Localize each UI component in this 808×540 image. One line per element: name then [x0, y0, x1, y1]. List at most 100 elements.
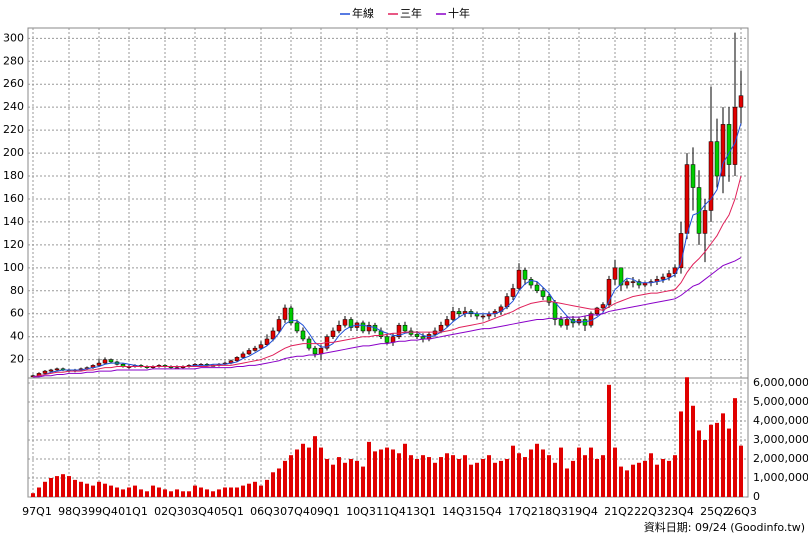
volume-bar [247, 483, 251, 497]
candle-body [252, 347, 258, 351]
volume-bar [493, 462, 497, 497]
volume-bar [463, 455, 467, 497]
volume-bar [421, 455, 425, 497]
candle-body [276, 319, 282, 332]
volume-bar [55, 476, 59, 497]
candle-body [564, 319, 570, 326]
volume-bar [253, 481, 257, 497]
x-tick-label: 19Q4 [568, 505, 598, 518]
y-tick-label: 20 [10, 353, 24, 366]
volume-bar [271, 472, 275, 497]
volume-bar [259, 485, 263, 497]
source-note: 資料日期: 09/24 (Goodinfo.tw) [644, 520, 805, 534]
candle-body [240, 353, 246, 358]
x-tick-label: 01Q1 [118, 505, 148, 518]
y-tick-label: 180 [3, 169, 24, 182]
volume-bar [619, 466, 623, 497]
x-tick-label: 21Q2 [604, 505, 634, 518]
volume-bar [379, 449, 383, 497]
volume-bar [535, 443, 539, 497]
candle-body [624, 281, 630, 286]
candle-body [42, 370, 48, 374]
volume-bar [523, 457, 527, 497]
legend-label: 三年 [400, 6, 422, 20]
volume-bar [601, 455, 605, 497]
y-tick-label: 280 [3, 54, 24, 67]
y-tick-label: 1,000,000 [753, 471, 808, 484]
y-tick-label: 3,000,000 [753, 433, 808, 446]
candle-body [258, 344, 264, 349]
y-tick-label: 0 [753, 490, 760, 503]
volume-bar [451, 455, 455, 497]
candle-body [282, 307, 288, 320]
volume-bar [553, 462, 557, 497]
volume-bar [679, 411, 683, 497]
volume-bar [97, 481, 101, 497]
x-tick-label: 25Q2 [700, 505, 730, 518]
volume-bar [325, 458, 329, 497]
volume-bar [613, 447, 617, 497]
volume-bar [529, 449, 533, 497]
x-tick-label: 06Q3 [250, 505, 280, 518]
volume-bar [403, 443, 407, 497]
volume-bar [643, 460, 647, 497]
candle-body [612, 267, 618, 280]
x-tick-label: 26Q3 [727, 505, 757, 518]
volume-bar [349, 458, 353, 497]
volume-bar [235, 487, 239, 497]
candle-body [546, 296, 552, 303]
volume-bar [277, 468, 281, 497]
volume-bar [397, 453, 401, 497]
candle-body [594, 307, 600, 314]
y-tick-label: 60 [10, 307, 24, 320]
candle-body [384, 336, 390, 343]
volume-bar [187, 491, 191, 497]
volume-bar [103, 483, 107, 497]
volume-bar [43, 481, 47, 497]
volume-bar [133, 485, 137, 497]
volume-bar [445, 453, 449, 497]
volume-bar [475, 462, 479, 497]
candle-body [690, 164, 696, 188]
volume-bar [409, 455, 413, 497]
x-tick-label: 05Q1 [214, 505, 244, 518]
volume-bar [199, 487, 203, 497]
volume-bar [661, 458, 665, 497]
volume-bar [331, 464, 335, 497]
x-tick-label: 14Q3 [442, 505, 472, 518]
y-tick-label: 300 [3, 31, 24, 44]
volume-bar [559, 447, 563, 497]
candle-body [720, 124, 726, 177]
candle-body [342, 319, 348, 326]
candle-body [516, 269, 522, 289]
y-tick-label: 80 [10, 284, 24, 297]
candle-body [360, 322, 366, 332]
volume-bar [667, 460, 671, 497]
candle-body [534, 284, 540, 292]
volume-bar [289, 455, 293, 497]
candle-body [264, 338, 270, 345]
volume-bar [163, 489, 167, 497]
volume-bar [313, 436, 317, 497]
volume-bar [577, 447, 581, 497]
volume-bar [115, 487, 119, 497]
volume-bar [685, 377, 689, 497]
candle-body [108, 359, 114, 363]
volume-bar [223, 487, 227, 497]
x-tick-label: 18Q3 [538, 505, 568, 518]
candle-body [666, 273, 672, 278]
x-tick-label: 10Q3 [346, 505, 376, 518]
volume-bar [739, 445, 743, 497]
y-tick-label: 120 [3, 238, 24, 251]
volume-bar [283, 460, 287, 497]
volume-bar [721, 413, 725, 497]
volume-bar [193, 485, 197, 497]
x-tick-label: 07Q4 [280, 505, 310, 518]
volume-bar [499, 460, 503, 497]
volume-bar [307, 447, 311, 497]
candle-body [708, 141, 714, 211]
volume-bar [211, 491, 215, 497]
candle-body [630, 281, 636, 283]
volume-bar [541, 449, 545, 497]
